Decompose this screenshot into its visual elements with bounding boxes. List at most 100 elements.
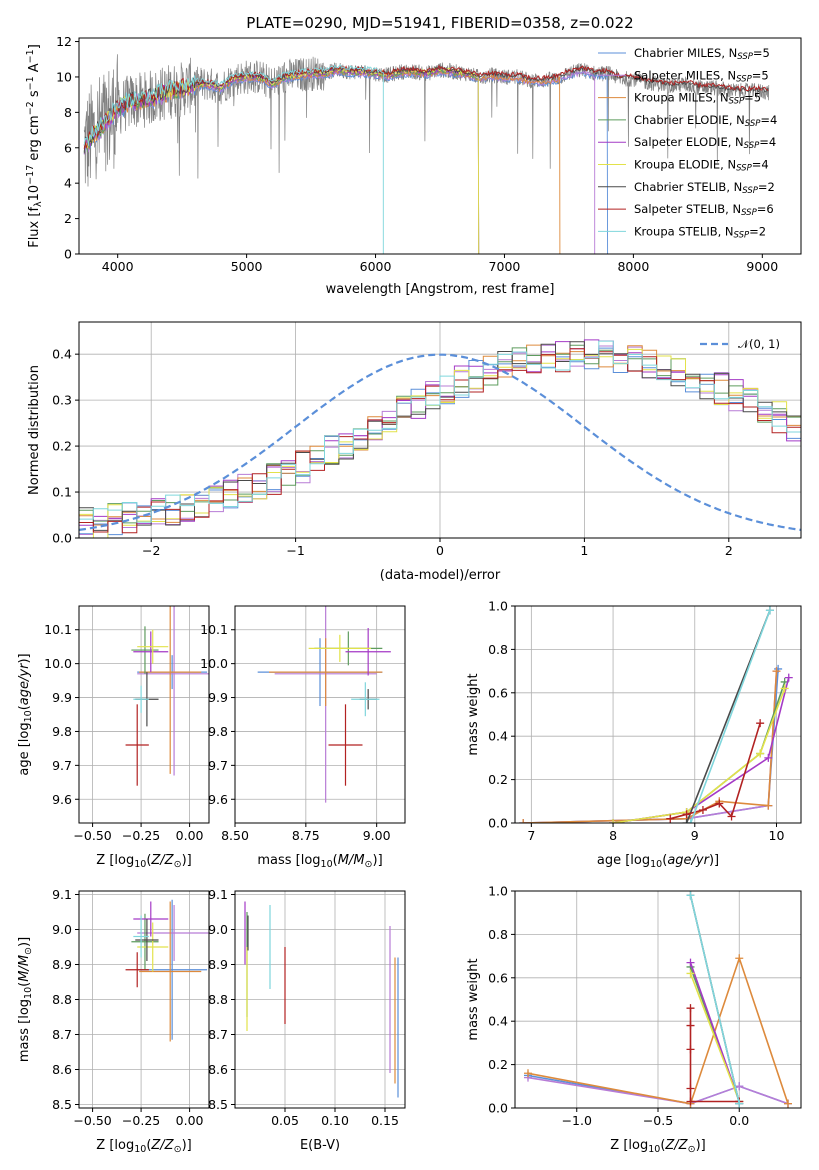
panel-mass-vs-EBV: 0.05 0.10 0.15 8.5 8.6 8.7 8.8 8.9 9.0 9.1 E(B-V) — [208, 887, 406, 1153]
x-tick-label: −0.5 — [643, 1113, 673, 1128]
x-axis-label: Z [log10(Z/Z⊙)] — [610, 1138, 705, 1155]
x-axis-label: Z [log10(Z/Z⊙)] — [96, 1138, 191, 1155]
x-tick-label: 6000 — [360, 259, 392, 274]
axes-frame — [234, 605, 406, 824]
legend: Chabrier MILES, NSSP=5 Salpeter MILES, NS… — [598, 46, 777, 240]
y-tick-label: 0.8 — [488, 642, 508, 657]
series-line-5 — [689, 973, 741, 1102]
series-marker-8 — [686, 819, 695, 823]
x-axis-label: age [log10(age/yr)] — [597, 853, 719, 870]
x-tick-label: 0.05 — [271, 1113, 299, 1128]
series-marker-7 — [686, 1097, 695, 1106]
x-tick-label: 0.00 — [176, 828, 204, 843]
y-tick-label: 9.8 — [52, 724, 72, 739]
y-axis-label: mass weight — [466, 673, 481, 755]
x-axis-label: wavelength [Angstrom, rest frame] — [326, 282, 555, 297]
y-tick-label: 10.1 — [200, 622, 228, 637]
y-axis-label: age [log10(age/yr)] — [17, 653, 34, 775]
y-tick-label: 9.1 — [52, 887, 72, 902]
legend: 𝒩(0, 1) — [700, 337, 780, 351]
y-tick-label: 8.9 — [52, 957, 72, 972]
x-tick-label: 1 — [580, 543, 588, 558]
y-tick-label: 8.8 — [208, 992, 228, 1007]
y-tick-label: 9.0 — [52, 922, 72, 937]
series-marker-7 — [666, 814, 675, 823]
series-marker-7 — [756, 719, 765, 728]
axes-frame — [78, 37, 802, 255]
series-marker-7 — [682, 810, 691, 819]
y-tick-label: 9.9 — [52, 690, 72, 705]
x-tick-label: −2 — [142, 543, 160, 558]
y-tick-label: 0.2 — [488, 772, 508, 787]
legend-label: Salpeter MILES, NSSP=5 — [634, 68, 769, 84]
histogram-2 — [79, 344, 801, 526]
series-marker-2 — [784, 1099, 792, 1108]
series-marker-8 — [735, 1099, 744, 1108]
y-axis-label: mass weight — [466, 958, 481, 1040]
plot-area — [524, 891, 792, 1108]
panel-mass-vs-Z: −0.50 −0.25 0.00 8.5 8.6 8.7 8.8 8.9 9.0 9.1 Z [lo… — [17, 887, 210, 1155]
legend-label: Chabrier STELIB, NSSP=2 — [634, 180, 775, 196]
y-tick-label: 9.7 — [52, 758, 72, 773]
x-tick-label: −0.50 — [73, 828, 111, 843]
series-marker-5 — [609, 819, 618, 823]
x-tick-label: −0.25 — [122, 828, 160, 843]
y-tick-label: 0.6 — [488, 970, 508, 985]
y-tick-label: 0.6 — [488, 685, 508, 700]
series-marker-2 — [735, 954, 744, 963]
y-tick-label: 12 — [56, 34, 72, 49]
y-tick-label: 10.0 — [44, 656, 72, 671]
y-tick-label: 0.2 — [488, 1057, 508, 1072]
y-tick-label: 8.9 — [208, 957, 228, 972]
series-marker-2 — [524, 1069, 532, 1078]
x-tick-label: 0.00 — [176, 1113, 204, 1128]
series-marker-5 — [756, 749, 765, 758]
x-tick-label: −0.50 — [73, 1113, 111, 1128]
y-tick-label: 1.0 — [488, 884, 508, 899]
legend-label: Kroupa STELIB, NSSP=2 — [634, 224, 766, 240]
y-tick-label: 9.0 — [208, 922, 228, 937]
legend-label: Kroupa ELODIE, NSSP=4 — [634, 158, 769, 174]
y-tick-label: 6 — [64, 140, 72, 155]
x-tick-label: 8 — [609, 828, 617, 843]
series-marker-7 — [715, 799, 724, 808]
series-marker-7 — [686, 1084, 695, 1093]
x-tick-label: 0 — [436, 543, 444, 558]
legend-label: Kroupa MILES, NSSP=5 — [634, 91, 761, 107]
y-tick-label: 8 — [64, 105, 72, 120]
series-marker-7 — [698, 805, 707, 814]
series-marker-4 — [764, 753, 773, 762]
series-line-1 — [527, 1076, 789, 1105]
series-marker-8 — [686, 891, 695, 900]
series-marker-7 — [686, 1021, 695, 1030]
x-tick-label: 0.0 — [729, 1113, 749, 1128]
y-tick-label: 9.9 — [208, 690, 228, 705]
x-tick-label: 10 — [769, 828, 785, 843]
series-marker-8 — [765, 606, 774, 615]
y-tick-label: 10 — [56, 69, 72, 84]
y-tick-label: 8.8 — [52, 992, 72, 1007]
y-tick-label: 0.8 — [488, 927, 508, 942]
series-line-7 — [670, 722, 761, 820]
panel-mass-weight-vs-Z: −1.0 −0.5 0.0 0.0 0.2 0.4 0.6 0.8 1.0 Z [log10(Z/… — [466, 884, 802, 1155]
plot-area — [257, 606, 391, 803]
x-tick-label: 5000 — [231, 259, 263, 274]
legend-label: Salpeter ELODIE, NSSP=4 — [634, 135, 776, 151]
y-tick-label: 8.6 — [208, 1062, 228, 1077]
x-tick-label: 9000 — [746, 259, 778, 274]
histogram-5 — [79, 348, 801, 538]
series-marker-7 — [686, 1045, 695, 1054]
y-tick-label: 8.7 — [208, 1027, 228, 1042]
axes-frame — [514, 605, 802, 824]
series-line-8 — [689, 610, 771, 823]
x-tick-label: 0.10 — [321, 1113, 349, 1128]
series-marker-7 — [727, 812, 736, 821]
panel-mass-weight-vs-age: 7 8 9 10 0.0 0.2 0.4 0.6 0.8 1.0 age [log10(age/yr… — [466, 599, 802, 870]
y-tick-label: 9.6 — [52, 792, 72, 807]
histogram-7 — [79, 348, 801, 534]
model-spectrum-8 — [83, 63, 384, 254]
gaussian-curve — [79, 353, 801, 531]
x-axis-label: E(B-V) — [300, 1138, 340, 1153]
